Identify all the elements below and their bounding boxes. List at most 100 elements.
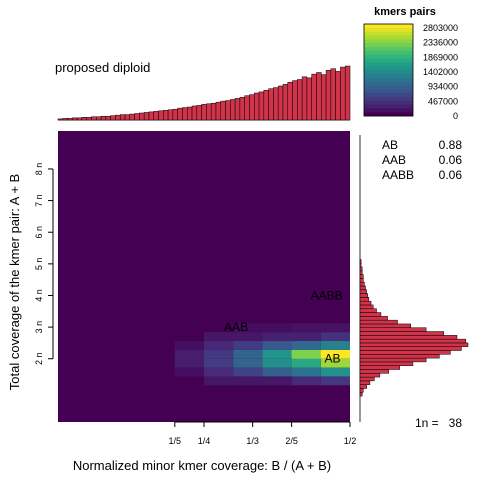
top-hist-bar: [301, 76, 308, 121]
y-tick-label: 2 n: [34, 352, 44, 365]
top-hist-bar: [196, 105, 202, 121]
legend-color-step: [364, 70, 413, 75]
top-hist-bar: [344, 65, 351, 121]
top-hist-bar: [311, 73, 317, 121]
genotype-proportion: 0.88: [439, 138, 463, 152]
top-hist-bar: [105, 115, 111, 121]
top-hist-bar: [143, 112, 150, 121]
heatmap-cell: [204, 341, 234, 350]
top-hist-bar: [220, 100, 226, 121]
heatmap-cell: [291, 341, 321, 350]
y-tick-label: 7 n: [34, 194, 44, 207]
genotype-name: AAB: [382, 153, 406, 167]
top-hist-bar: [158, 110, 164, 121]
heatmap-cell: [204, 358, 234, 368]
legend-color-step: [364, 93, 413, 98]
heatmap-cell: [262, 367, 292, 377]
heatmap: [58, 131, 350, 422]
top-hist-bar: [321, 74, 327, 121]
legend-color-step: [364, 50, 413, 55]
heatmap-cell: [262, 358, 292, 368]
top-hist-bar: [201, 104, 207, 121]
heatmap-cell: [320, 341, 350, 350]
top-hist-bar: [81, 117, 87, 121]
legend-color-bar: [363, 23, 414, 117]
legend-color-step: [364, 96, 413, 101]
top-hist-bar: [86, 117, 92, 121]
top-hist-bar: [292, 80, 298, 121]
heatmap-cell: [291, 358, 321, 368]
top-hist-bar: [62, 118, 68, 121]
top-hist-bar: [76, 117, 83, 121]
top-hist-bar: [215, 101, 222, 121]
legend-color-step: [364, 108, 413, 113]
right-hist-bar: [359, 293, 368, 298]
right-hist-bar: [359, 281, 365, 287]
legend-color-step: [364, 100, 413, 105]
legend-color-step: [364, 85, 413, 90]
peak-label: AB: [324, 352, 340, 366]
top-histogram: [57, 65, 351, 121]
legend-tick-label: 467000: [428, 96, 458, 106]
top-hist-bar: [100, 115, 107, 121]
right-hist-bar: [359, 274, 364, 279]
top-hist-bar: [258, 91, 265, 121]
heatmap-cell: [204, 349, 234, 359]
x-tick-label: 1/4: [198, 436, 211, 446]
heatmap-cell: [320, 367, 350, 377]
top-hist-bar: [167, 109, 174, 121]
x-tick-label: 2/5: [285, 436, 298, 446]
top-hist-bar: [96, 116, 102, 121]
genotype-proportion: 0.06: [439, 168, 463, 182]
top-hist-bar: [244, 95, 250, 121]
legend-color-step: [364, 47, 413, 52]
heatmap-cell: [262, 349, 292, 359]
right-hist-bar: [359, 327, 427, 332]
right-hist-bar: [359, 316, 388, 321]
one-n-readout: 1n = 38: [415, 416, 462, 430]
right-hist-bar: [359, 384, 367, 389]
right-hist-bar: [359, 350, 451, 355]
top-hist-bar: [139, 112, 145, 121]
one-n-value: 38: [449, 416, 463, 430]
right-hist-bar: [359, 297, 370, 302]
top-hist-bar: [287, 81, 293, 121]
y-tick-label: 6 n: [34, 226, 44, 239]
right-hist-bar: [359, 380, 371, 385]
right-hist-bar: [359, 331, 445, 336]
heatmap-cell: [204, 367, 234, 377]
heatmap-cell: [320, 332, 350, 342]
legend-tick-label: 1869000: [423, 52, 458, 62]
peak-label: AAB: [224, 320, 248, 334]
right-hist-bar: [359, 365, 400, 370]
legend-color-step: [364, 58, 413, 63]
heatmap-cell: [233, 358, 263, 368]
top-hist-bar: [186, 106, 193, 121]
legend-color-step: [364, 35, 413, 40]
right-hist-bar: [359, 289, 367, 294]
top-hist-bar: [210, 103, 217, 121]
right-hist-bar: [359, 285, 366, 291]
top-hist-bar: [263, 90, 269, 121]
legend-tick-label: 2803000: [423, 23, 458, 33]
top-hist-bar: [325, 70, 332, 121]
heatmap-cell: [174, 341, 204, 350]
top-hist-bar: [177, 107, 183, 121]
top-hist-bar: [330, 68, 336, 121]
legend-title: kmers pairs: [374, 6, 436, 18]
legend-tick-label: 2336000: [423, 38, 458, 48]
right-hist-bar: [359, 300, 372, 306]
y-axis: 2 n 3 n 4 n 5 n 6 n 7 n 8 n: [34, 163, 54, 365]
top-hist-bar: [273, 87, 279, 121]
genotype-name: AABB: [382, 168, 414, 182]
legend: kmers pairs 2803000 2336000 1869000 1402000…: [363, 6, 458, 121]
heatmap-cell: [291, 367, 321, 377]
legend-color-step: [364, 73, 413, 78]
y-tick-label: 3 n: [34, 321, 44, 334]
legend-color-step: [364, 77, 413, 82]
top-hist-bar: [340, 66, 346, 121]
top-hist-bar: [225, 100, 231, 121]
right-hist-bar: [359, 373, 381, 378]
x-axis-label: Normalized minor kmer coverage: B / (A +…: [73, 458, 331, 473]
